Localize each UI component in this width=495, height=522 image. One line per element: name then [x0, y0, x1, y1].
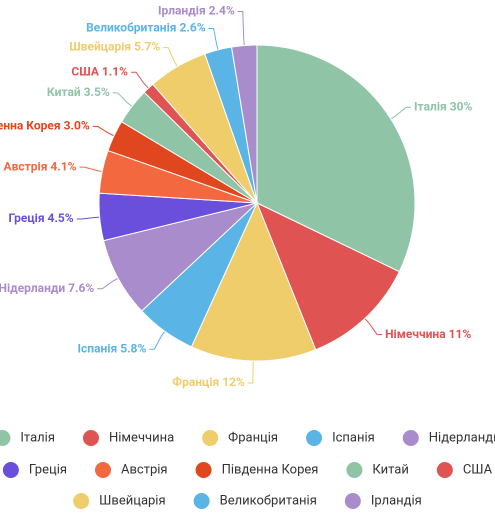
legend-label: Швейцарія	[99, 493, 165, 508]
legend-label: Іспанія	[332, 430, 375, 445]
legend-label: Австрія	[121, 462, 168, 477]
connector	[112, 92, 133, 107]
legend-label: Греція	[29, 462, 67, 477]
pie	[98, 44, 416, 362]
connector	[92, 125, 115, 137]
pie-slice	[256, 201, 400, 351]
data-label: Швейцарія 5.7%	[69, 40, 160, 54]
connector	[390, 106, 412, 120]
legend-marker	[195, 462, 212, 478]
legend-label: Італія	[20, 430, 55, 445]
legend-marker	[344, 493, 361, 509]
connector	[131, 71, 149, 89]
connector	[208, 28, 219, 51]
connector	[247, 360, 254, 384]
data-label: Греція 4.5%	[9, 211, 74, 225]
legend-marker	[306, 430, 323, 446]
data-label: Великобританія 2.6%	[86, 21, 206, 35]
legend-label: Німеччина	[109, 430, 174, 445]
connector	[76, 216, 100, 220]
legend-label: Великобританія	[220, 493, 317, 508]
pie-slice	[256, 44, 416, 273]
data-label: США 1.1%	[71, 64, 128, 78]
connector	[97, 277, 119, 290]
data-labels: Італія 30% Німеччина 11% Франція 12% Іспані…	[0, 2, 474, 390]
connector	[149, 331, 166, 350]
legend-row: Швейцарія Великобританія Ірландія	[73, 493, 422, 509]
legend-row: Італія Німеччина Франція Іспанія Нідерланди	[0, 430, 495, 446]
legend-marker	[202, 430, 219, 446]
legend-label: США	[463, 462, 493, 477]
data-label: Ірландія 2.4%	[158, 4, 235, 18]
data-label: Німеччина 11%	[385, 327, 471, 341]
data-label: Франція 12%	[172, 375, 245, 389]
legend-label: Китай	[372, 462, 408, 477]
legend-label: Ірландія	[371, 493, 422, 508]
data-label: Південна Корея 3.0%	[0, 119, 90, 133]
data-label: Нідерланди 7.6%	[0, 281, 94, 295]
legend-marker	[402, 430, 419, 446]
connector	[237, 11, 245, 46]
legend-marker	[436, 462, 453, 478]
legend-marker	[82, 430, 99, 446]
legend-marker	[2, 462, 19, 478]
data-label: Іспанія 5.8%	[78, 341, 147, 355]
legend-row: Греція Австрія Південна Корея Китай США	[2, 462, 493, 478]
connector	[79, 166, 103, 173]
data-label: Китай 3.5%	[47, 85, 110, 99]
legend-marker	[73, 493, 90, 509]
pie-slice	[231, 44, 258, 204]
data-label: Італія 30%	[414, 99, 472, 113]
legend-marker	[94, 462, 111, 478]
data-label: Австрія 4.1%	[4, 159, 77, 173]
legend-label: Франція	[228, 430, 278, 445]
connector	[364, 318, 383, 336]
legend-label: Нідерланди	[429, 430, 495, 445]
connector	[163, 47, 178, 67]
legend-label: Південна Корея	[222, 462, 319, 477]
pie-slice	[190, 201, 317, 362]
legend-marker	[0, 430, 11, 446]
legend-marker	[346, 462, 363, 478]
legend-marker	[193, 493, 210, 509]
